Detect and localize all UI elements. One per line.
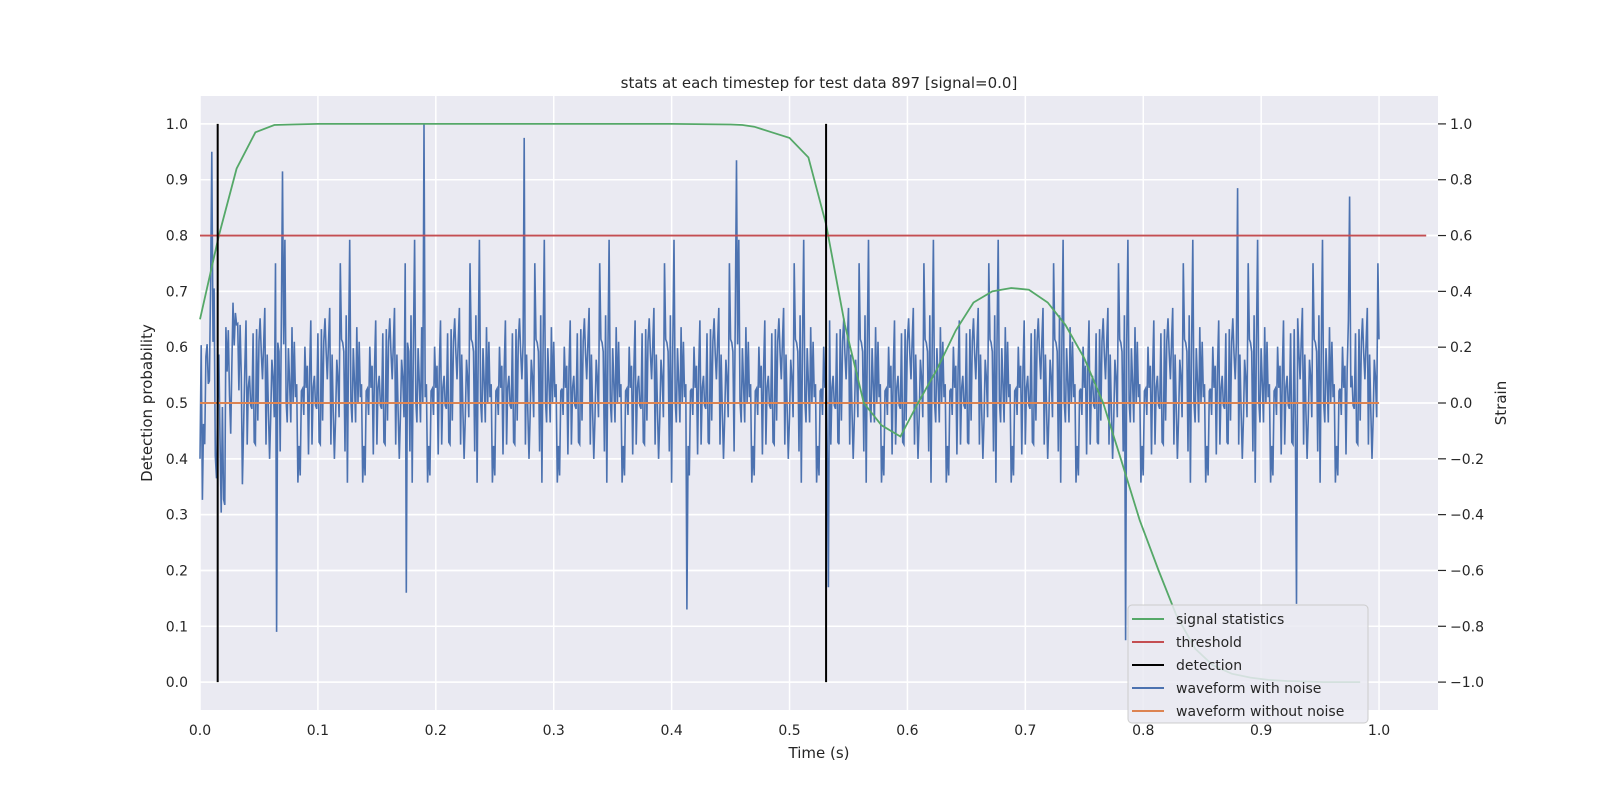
y-tick-label: 0.2 (166, 563, 188, 579)
y-tick-label: 0.6 (166, 340, 188, 356)
y2-tick-label: 1.0 (1450, 117, 1472, 133)
y-tick-label: 0.4 (166, 452, 188, 468)
y2-tick-label: −1.0 (1450, 675, 1484, 691)
x-tick-label: 0.2 (425, 723, 447, 739)
x-axis-label: Time (s) (788, 744, 850, 762)
y-tick-label: 0.3 (166, 508, 188, 524)
legend-label: waveform with noise (1176, 681, 1321, 697)
x-axis: 0.0 0.1 0.2 0.3 0.4 0.5 0.6 0.7 0.8 0.9 1.0 (189, 723, 1390, 739)
y2-tick-label: 0.6 (1450, 229, 1472, 245)
chart-title: stats at each timestep for test data 897… (621, 74, 1018, 92)
y-tick-label: 0.1 (166, 619, 188, 635)
y-axis-right: −1.0 −0.8 −0.6 −0.4 −0.2 0.0 0.2 0.4 0.6 0.8 1.0 (1438, 117, 1484, 691)
y-axis-left: 0.0 0.1 0.2 0.3 0.4 0.5 0.6 0.7 0.8 0.9 1.0 (166, 117, 188, 691)
x-tick-label: 0.8 (1132, 723, 1154, 739)
y2-tick-label: 0.8 (1450, 173, 1472, 189)
legend-label: waveform without noise (1176, 704, 1344, 720)
y2-tick-label: −0.6 (1450, 563, 1484, 579)
y-tick-label: 0.7 (166, 284, 188, 300)
y-tick-label: 0.8 (166, 229, 188, 245)
x-tick-label: 0.5 (778, 723, 800, 739)
y2-tick-label: 0.4 (1450, 284, 1472, 300)
y-axis-label: Detection probability (138, 324, 156, 482)
legend: signal statistics threshold detection wavef… (1127, 604, 1369, 724)
y2-tick-label: −0.8 (1450, 619, 1484, 635)
y2-axis-label: Strain (1492, 381, 1510, 425)
y-tick-label: 0.9 (166, 173, 188, 189)
x-tick-label: 0.3 (543, 723, 565, 739)
x-tick-label: 1.0 (1368, 723, 1390, 739)
waveform-with-noise-line (199, 123, 1380, 641)
legend-label: detection (1176, 658, 1242, 674)
y2-tick-label: 0.2 (1450, 340, 1472, 356)
x-tick-label: 0.0 (189, 723, 211, 739)
legend-label: threshold (1176, 635, 1242, 651)
x-tick-label: 0.4 (660, 723, 682, 739)
x-tick-label: 0.6 (896, 723, 918, 739)
y-tick-label: 1.0 (166, 117, 188, 133)
y2-tick-label: 0.0 (1450, 396, 1472, 412)
y-tick-label: 0.5 (166, 396, 188, 412)
y-tick-label: 0.0 (166, 675, 188, 691)
x-tick-label: 0.7 (1014, 723, 1036, 739)
x-tick-label: 0.9 (1250, 723, 1272, 739)
legend-box (1127, 604, 1369, 724)
legend-label: signal statistics (1176, 612, 1284, 628)
y2-tick-label: −0.4 (1450, 508, 1484, 524)
y2-tick-label: −0.2 (1450, 452, 1484, 468)
x-tick-label: 0.1 (307, 723, 329, 739)
